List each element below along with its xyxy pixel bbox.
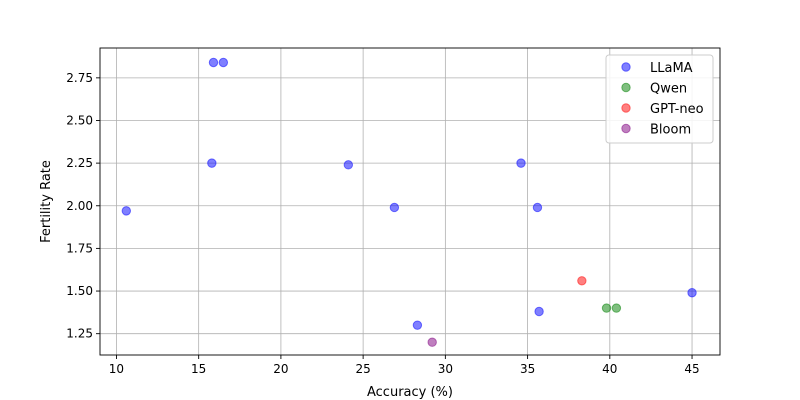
data-point-qwen [611, 303, 622, 313]
y-tick-label: 1.25 [66, 327, 93, 341]
data-point-gpt-neo [577, 276, 587, 286]
legend-label: LLaMA [650, 61, 693, 76]
x-tick-label: 15 [191, 362, 206, 376]
legend-label: Bloom [650, 123, 691, 138]
y-tick-label: 2.75 [66, 71, 93, 85]
data-point-llama [532, 202, 543, 213]
data-point-llama [687, 288, 697, 298]
x-tick-label: 10 [109, 362, 124, 376]
x-tick-label: 45 [684, 362, 699, 376]
legend-marker [621, 103, 631, 113]
legend: LLaMA Qwen GPT-neo Bloom [605, 54, 714, 144]
data-point-llama [389, 202, 400, 213]
data-point-llama [343, 160, 354, 170]
data-point-llama [121, 206, 132, 216]
x-axis-label: Accuracy (%) [367, 385, 453, 400]
x-tick-label: 25 [355, 362, 370, 376]
data-point-llama [208, 57, 219, 68]
y-tick-label: 2.00 [66, 199, 93, 213]
data-point-qwen [601, 303, 612, 313]
legend-label: GPT-neo [650, 102, 704, 117]
y-tick-label: 1.50 [66, 284, 93, 298]
x-tick-label: 35 [520, 362, 535, 376]
x-tick-label: 40 [602, 362, 617, 376]
legend-frame [605, 54, 714, 144]
x-tick-label: 30 [438, 362, 453, 376]
data-point-llama [534, 306, 544, 317]
y-axis-label: Fertility Rate [39, 160, 54, 243]
y-tick-label: 1.75 [66, 241, 93, 255]
data-point-llama [207, 158, 217, 168]
data-point-bloom [427, 337, 437, 347]
legend-marker [621, 123, 631, 134]
legend-marker [621, 62, 631, 72]
x-tick-label: 20 [273, 362, 288, 376]
axis-ticks: 10 15 20 25 30 35 40 45 1.25 1.50 1.75 2.00 2.25 2.50… [66, 71, 699, 376]
y-tick-label: 2.25 [66, 156, 93, 170]
plot-area-frame [99, 47, 721, 356]
data-point-llama [218, 57, 229, 68]
y-tick-label: 2.50 [66, 113, 93, 127]
legend-marker [621, 82, 631, 93]
data-point-llama [516, 158, 526, 168]
data-point-llama [412, 320, 423, 330]
legend-label: Qwen [650, 82, 687, 97]
data-points [121, 57, 697, 347]
